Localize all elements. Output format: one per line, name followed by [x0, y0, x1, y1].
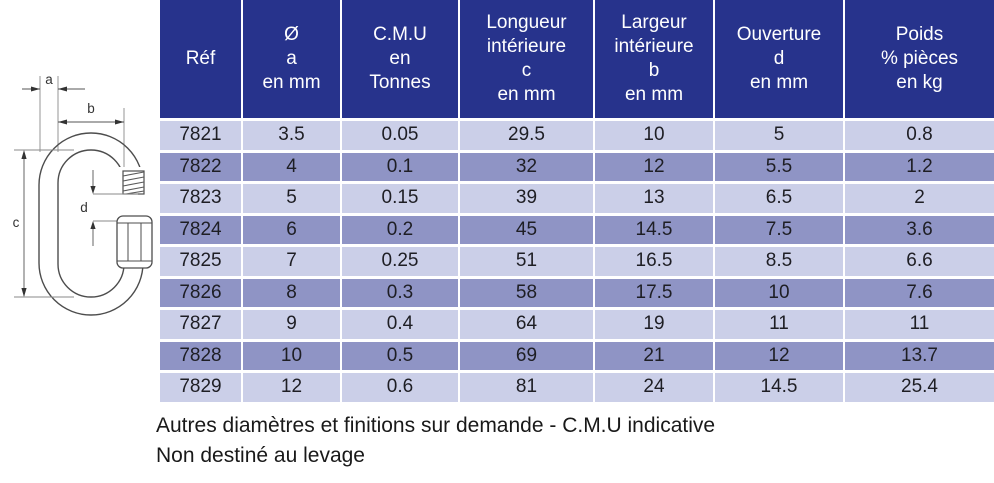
value-cell: 69 [460, 341, 593, 370]
value-cell: 3.6 [845, 215, 994, 244]
ref-cell: 7828 [160, 341, 241, 370]
ref-cell: 7829 [160, 373, 241, 402]
value-cell: 0.5 [342, 341, 458, 370]
value-cell: 16.5 [595, 247, 713, 276]
value-cell: 0.4 [342, 310, 458, 339]
value-cell: 2 [845, 184, 994, 213]
value-cell: 14.5 [715, 373, 843, 402]
value-cell: 0.05 [342, 121, 458, 150]
value-cell: 7.6 [845, 278, 994, 307]
ref-cell: 7827 [160, 310, 241, 339]
value-cell: 19 [595, 310, 713, 339]
value-cell: 0.15 [342, 184, 458, 213]
value-cell: 0.8 [845, 121, 994, 150]
value-cell: 0.6 [342, 373, 458, 402]
value-cell: 0.2 [342, 215, 458, 244]
value-cell: 4 [243, 152, 340, 181]
value-cell: 58 [460, 278, 593, 307]
value-cell: 3.5 [243, 121, 340, 150]
value-cell: 13.7 [845, 341, 994, 370]
value-cell: 0.1 [342, 152, 458, 181]
footer-notes: Autres diamètres et finitions sur demand… [156, 411, 715, 472]
header-cell-4: Largeur intérieure b en mm [595, 0, 713, 118]
value-cell: 7 [243, 247, 340, 276]
footer-note-line1: Autres diamètres et finitions sur demand… [156, 414, 716, 437]
dim-label-d: d [80, 200, 88, 215]
header-cell-6: Poids % pièces en kg [845, 0, 994, 118]
value-cell: 14.5 [595, 215, 713, 244]
value-cell: 12 [595, 152, 713, 181]
value-cell: 10 [243, 341, 340, 370]
footer-note-line2: Non destiné au levage [156, 444, 365, 468]
value-cell: 8.5 [715, 247, 843, 276]
value-cell: 8 [243, 278, 340, 307]
header-cell-2: C.M.U en Tonnes [342, 0, 458, 118]
value-cell: 0.25 [342, 247, 458, 276]
value-cell: 1.2 [845, 152, 994, 181]
dim-label-c: c [13, 215, 20, 230]
header-cell-1: Ø a en mm [243, 0, 340, 118]
value-cell: 29.5 [460, 121, 593, 150]
value-cell: 11 [845, 310, 994, 339]
ref-cell: 7821 [160, 121, 241, 150]
value-cell: 6.6 [845, 247, 994, 276]
header-cell-3: Longueur intérieure c en mm [460, 0, 593, 118]
value-cell: 6 [243, 215, 340, 244]
value-cell: 17.5 [595, 278, 713, 307]
value-cell: 6.5 [715, 184, 843, 213]
value-cell: 24 [595, 373, 713, 402]
value-cell: 25.4 [845, 373, 994, 402]
value-cell: 11 [715, 310, 843, 339]
value-cell: 5.5 [715, 152, 843, 181]
quick-link-drawing: a b d [13, 72, 153, 316]
spec-table: Réf Ø a en mm C.M.U en Tonnes Longueur inté… [160, 0, 994, 402]
value-cell: 13 [595, 184, 713, 213]
value-cell: 51 [460, 247, 593, 276]
header-cell-0: Réf [160, 0, 241, 118]
value-cell: 32 [460, 152, 593, 181]
value-cell: 5 [243, 184, 340, 213]
value-cell: 10 [715, 278, 843, 307]
ref-cell: 7826 [160, 278, 241, 307]
value-cell: 21 [595, 341, 713, 370]
dim-label-a: a [45, 72, 53, 87]
value-cell: 10 [595, 121, 713, 150]
value-cell: 12 [243, 373, 340, 402]
value-cell: 81 [460, 373, 593, 402]
quick-link-diagram: a b d [0, 0, 160, 410]
ref-cell: 7825 [160, 247, 241, 276]
dim-label-b: b [87, 101, 95, 116]
ref-cell: 7824 [160, 215, 241, 244]
value-cell: 7.5 [715, 215, 843, 244]
ref-cell: 7823 [160, 184, 241, 213]
ref-cell: 7822 [160, 152, 241, 181]
header-cell-5: Ouverture d en mm [715, 0, 843, 118]
value-cell: 64 [460, 310, 593, 339]
value-cell: 9 [243, 310, 340, 339]
value-cell: 0.3 [342, 278, 458, 307]
value-cell: 39 [460, 184, 593, 213]
value-cell: 12 [715, 341, 843, 370]
value-cell: 5 [715, 121, 843, 150]
value-cell: 45 [460, 215, 593, 244]
